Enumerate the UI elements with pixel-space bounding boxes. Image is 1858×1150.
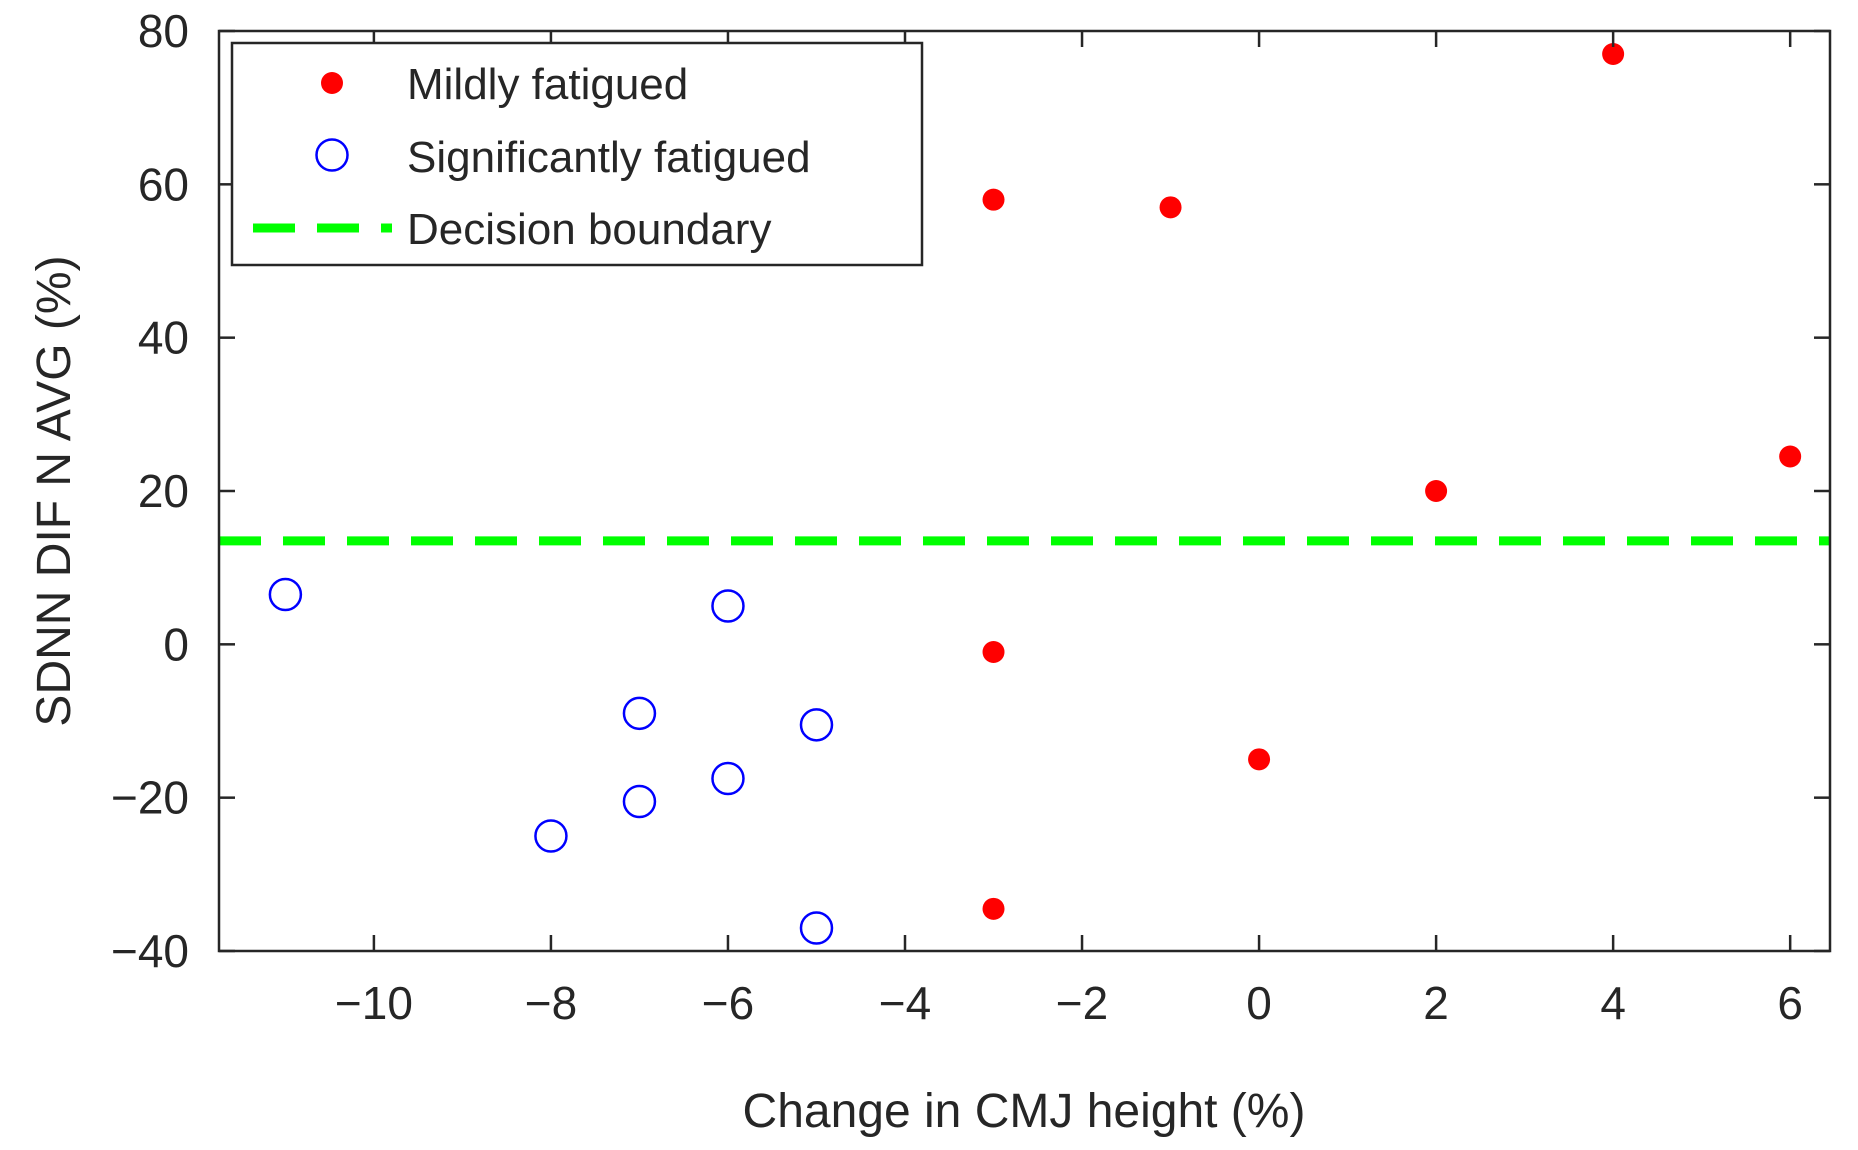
x-tick-label: 2 — [1423, 977, 1449, 1029]
y-tick-label: 20 — [138, 465, 189, 517]
y-tick-label: 80 — [138, 5, 189, 57]
x-tick-label: −8 — [525, 977, 577, 1029]
significantly-fatigued-point — [268, 577, 303, 612]
y-tick-label: −20 — [111, 772, 189, 824]
x-tick-label: 6 — [1777, 977, 1803, 1029]
legend-marker-mildly-fatigued — [321, 72, 343, 94]
mildly-fatigued-point — [1425, 480, 1448, 502]
x-tick-label: −10 — [335, 977, 413, 1029]
x-tick-label: −6 — [702, 977, 754, 1029]
y-tick-label: 0 — [163, 618, 189, 670]
x-axis-title: Change in CMJ height (%) — [743, 1085, 1306, 1138]
legend: Mildly fatigued Significantly fatigued D… — [230, 41, 924, 267]
mildly-fatigued-point — [1779, 445, 1802, 468]
mildly-fatigued-point — [982, 641, 1005, 663]
legend-label-decision-boundary: Decision boundary — [407, 205, 771, 254]
mildly-fatigued-point — [1602, 43, 1625, 65]
x-tick-label: 4 — [1600, 977, 1626, 1029]
y-axis-title: SDNN DIF N AVG (%) — [28, 255, 81, 726]
significantly-fatigued-point — [622, 696, 657, 731]
y-tick-label: −40 — [111, 925, 189, 977]
y-tick-label: 60 — [138, 158, 189, 210]
mildly-fatigued-point — [1159, 196, 1182, 219]
x-tick-label: −4 — [879, 977, 931, 1029]
mildly-fatigued-point — [982, 897, 1005, 920]
significantly-fatigued-point — [534, 819, 568, 853]
significantly-fatigued-point — [711, 761, 745, 796]
significantly-fatigued-point — [711, 589, 745, 623]
legend-marker-significantly-fatigued — [315, 138, 349, 172]
x-tick-label: 0 — [1246, 977, 1272, 1029]
legend-label-mildly-fatigued: Mildly fatigued — [407, 60, 688, 109]
mildly-fatigued-point — [982, 188, 1005, 211]
significantly-fatigued-point — [799, 708, 834, 742]
y-tick-label: 40 — [138, 312, 189, 364]
legend-label-significantly-fatigued: Significantly fatigued — [407, 133, 811, 182]
x-tick-label: −2 — [1056, 977, 1108, 1029]
significantly-fatigued-point — [622, 784, 657, 819]
significantly-fatigued-point — [799, 911, 834, 945]
mildly-fatigued-point — [1248, 748, 1271, 771]
